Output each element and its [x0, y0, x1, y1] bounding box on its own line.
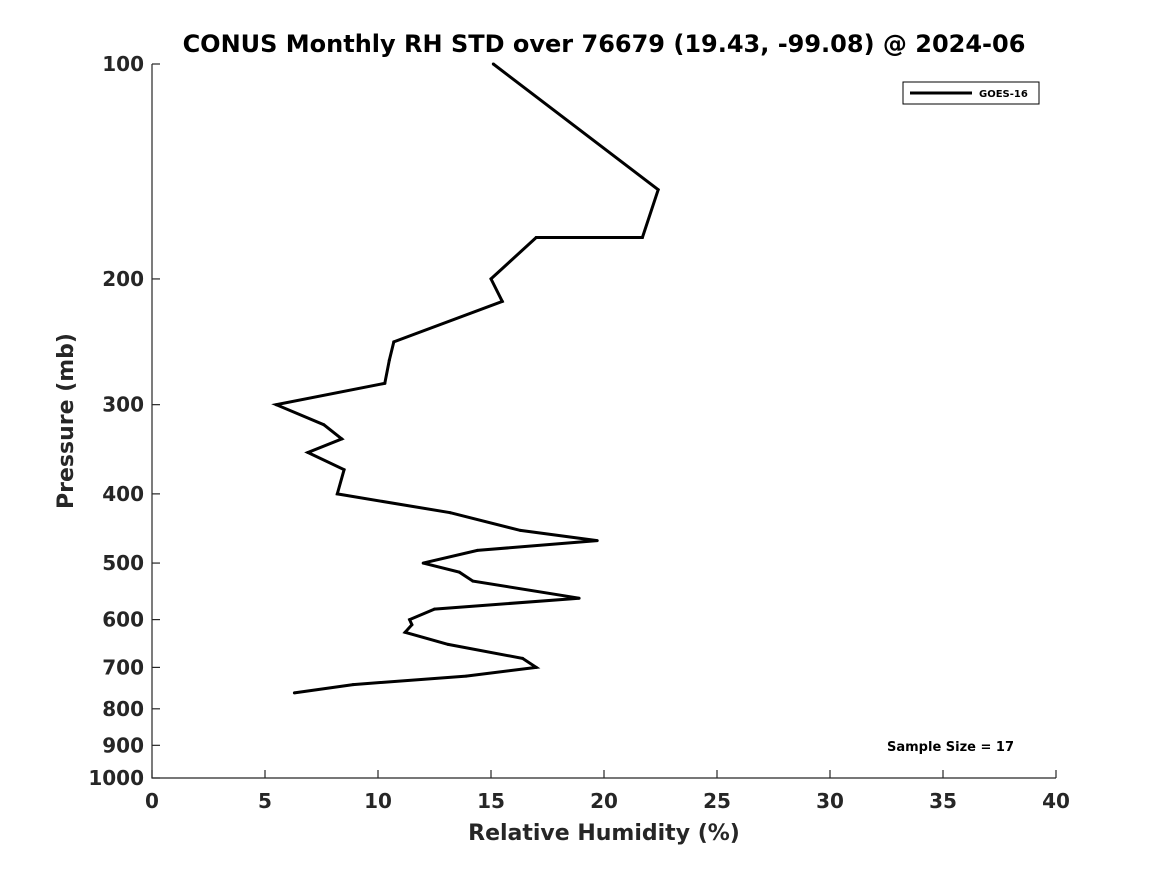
axis-frame [151, 64, 1056, 779]
series-layer [271, 62, 660, 695]
x-axis-ticks: 0 5 10 15 20 25 30 35 40 [145, 770, 1070, 813]
y-tick-label: 300 [102, 393, 144, 417]
y-tick-label: 200 [102, 267, 144, 291]
y-tick-label: 500 [102, 551, 144, 575]
data-point [306, 451, 310, 454]
y-axis-ticks: 100 200 300 400 500 600 700 800 900 1000 [88, 52, 160, 790]
data-point [403, 630, 407, 634]
data-point [335, 492, 339, 496]
data-point [640, 236, 644, 239]
data-point [408, 618, 412, 622]
x-tick-label: 35 [929, 789, 957, 813]
series-line-goes-16 [271, 62, 660, 695]
data-point [500, 299, 504, 303]
x-tick-label: 40 [1042, 789, 1070, 813]
data-point [491, 62, 495, 66]
data-point [342, 468, 346, 472]
data-point [534, 665, 538, 669]
data-point [518, 528, 522, 532]
data-point [489, 277, 493, 281]
x-tick-label: 30 [816, 789, 844, 813]
x-tick-label: 20 [590, 789, 618, 813]
data-point [656, 188, 660, 192]
y-tick-label: 900 [102, 733, 144, 757]
x-tick-label: 15 [477, 789, 505, 813]
legend: GOES-16 [902, 81, 1040, 105]
data-point [274, 403, 278, 407]
data-point [383, 381, 387, 385]
x-tick-label: 5 [258, 789, 272, 813]
y-tick-label: 800 [102, 697, 144, 721]
y-axis-label: Pressure (mb) [54, 333, 79, 509]
plot-area [151, 64, 1056, 779]
chart-title: CONUS Monthly RH STD over 76679 (19.43, … [183, 30, 1026, 58]
data-point [521, 656, 525, 660]
data-point [475, 548, 479, 552]
y-tick-label: 1000 [88, 766, 144, 790]
data-point [410, 623, 414, 627]
x-axis-label: Relative Humidity (%) [468, 821, 740, 846]
data-point [392, 340, 396, 344]
data-point [577, 596, 581, 600]
y-tick-label: 600 [102, 608, 144, 632]
data-point [433, 607, 436, 611]
data-point [322, 423, 326, 427]
data-point [471, 579, 475, 583]
data-point [595, 539, 599, 543]
data-point [534, 236, 538, 239]
data-point [351, 683, 355, 687]
data-point [421, 561, 425, 565]
data-point [448, 511, 452, 515]
y-tick-label: 100 [102, 52, 144, 76]
data-point [446, 642, 450, 646]
sample-size-annotation: Sample Size = 17 [887, 740, 1014, 755]
x-tick-label: 10 [364, 789, 392, 813]
legend-label-goes-16: GOES-16 [979, 89, 1028, 100]
data-point [457, 570, 461, 574]
data-point [464, 674, 468, 678]
x-tick-label: 0 [145, 789, 159, 813]
x-tick-label: 25 [703, 789, 731, 813]
data-point [292, 691, 296, 695]
y-tick-label: 400 [102, 482, 144, 506]
data-point [387, 358, 391, 362]
y-tick-label: 700 [102, 655, 144, 679]
data-point [340, 437, 344, 441]
